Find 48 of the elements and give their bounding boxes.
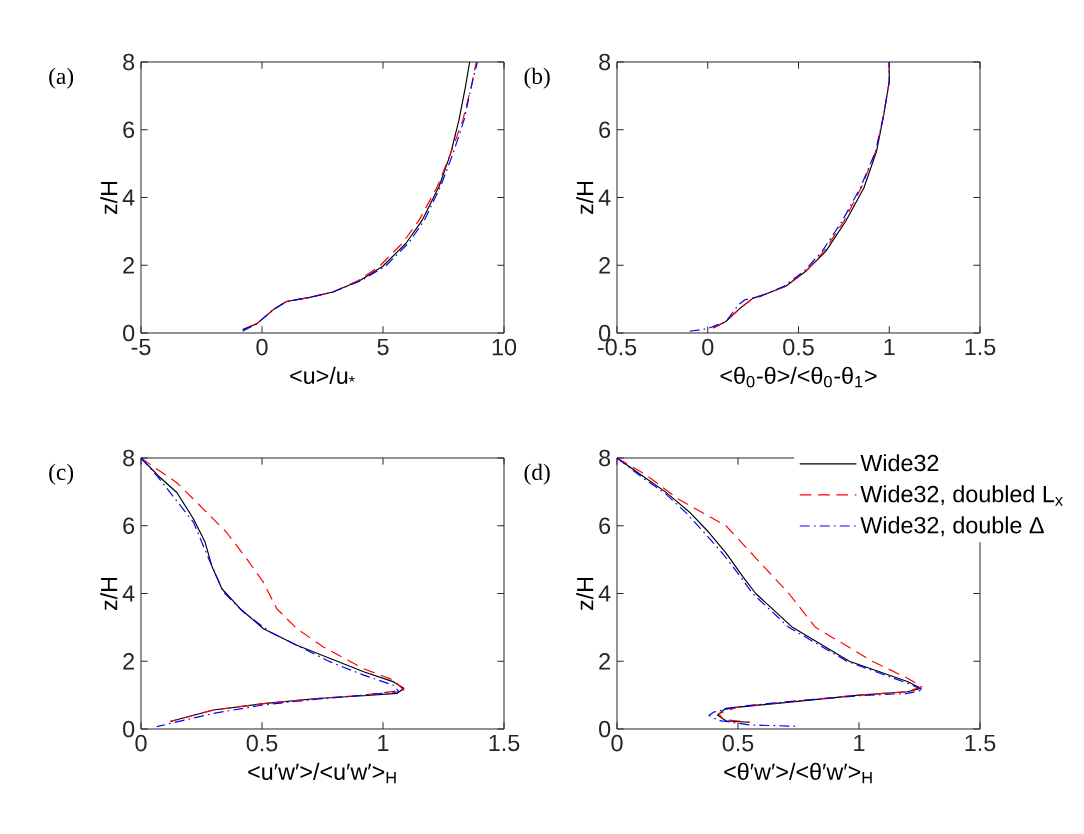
chart-title: (a) (49, 67, 74, 89)
y-tick-label: 2 (599, 257, 610, 274)
x-axis-title: <θ′w′>/<θ′w′>$_{H}$ (724, 762, 872, 784)
y-tick-label: 2 (599, 653, 610, 670)
y-tick-label: 2 (123, 257, 134, 274)
x-tick-label: 0 (611, 734, 623, 752)
y-tick-label: 0 (123, 720, 135, 738)
x-tick-label: 0 (702, 338, 714, 356)
x-tick-label: 1 (884, 338, 895, 355)
y-tick-label: 2 (123, 653, 134, 670)
chart-title: (c) (49, 463, 74, 485)
y-axis-title: z/H (576, 577, 594, 611)
y-tick-label: 8 (123, 449, 135, 467)
x-axis-title: <u′w′>/<u′w′>$_{H}$ (248, 762, 396, 784)
y-tick-label: 4 (122, 585, 135, 602)
y-axis-title: z/H (576, 181, 594, 215)
y-tick-label: 4 (598, 585, 611, 602)
y-tick-label: 6 (123, 121, 135, 139)
x-tick-label: 10 (492, 338, 517, 356)
x-axis-title: <u>/u$_{*}$ (290, 366, 355, 384)
y-tick-label: 8 (599, 53, 611, 71)
x-tick-label: 0.5 (246, 734, 278, 752)
x-tick-label: 1.5 (489, 734, 520, 752)
x-tick-label: 1.5 (965, 338, 996, 356)
x-tick-label: 1 (854, 734, 865, 751)
y-tick-label: 8 (123, 53, 135, 71)
x-tick-label: 0.5 (722, 734, 754, 752)
x-tick-label: 1.5 (965, 734, 996, 752)
x-tick-label: 0 (135, 734, 147, 752)
legend-label: Wide32, double Δ (860, 516, 1044, 537)
y-tick-label: 4 (122, 189, 135, 206)
legend-label: Wide32, doubled L$_{x}$ (860, 485, 1063, 506)
y-tick-label: 4 (598, 189, 611, 206)
y-tick-label: 6 (599, 517, 611, 535)
text: Wide32 (860, 454, 939, 472)
y-axis-title: z/H (100, 577, 118, 611)
x-tick-label: 1 (378, 734, 389, 751)
x-axis-title: <θ$_{0}$-θ>/<θ$_{0}$-θ$_{1}$> (720, 366, 877, 388)
y-axis-title: z/H (100, 181, 118, 215)
y-tick-label: 6 (123, 517, 135, 535)
x-tick-label: 0 (256, 338, 268, 356)
chart-title: (d) (524, 463, 550, 485)
x-tick-label: 5 (377, 338, 389, 356)
y-tick-label: 8 (599, 449, 611, 467)
x-tick-label: 0.5 (783, 338, 814, 356)
y-tick-label: 6 (599, 121, 611, 139)
y-tick-label: 0 (599, 720, 611, 738)
chart-title: (b) (524, 67, 550, 89)
